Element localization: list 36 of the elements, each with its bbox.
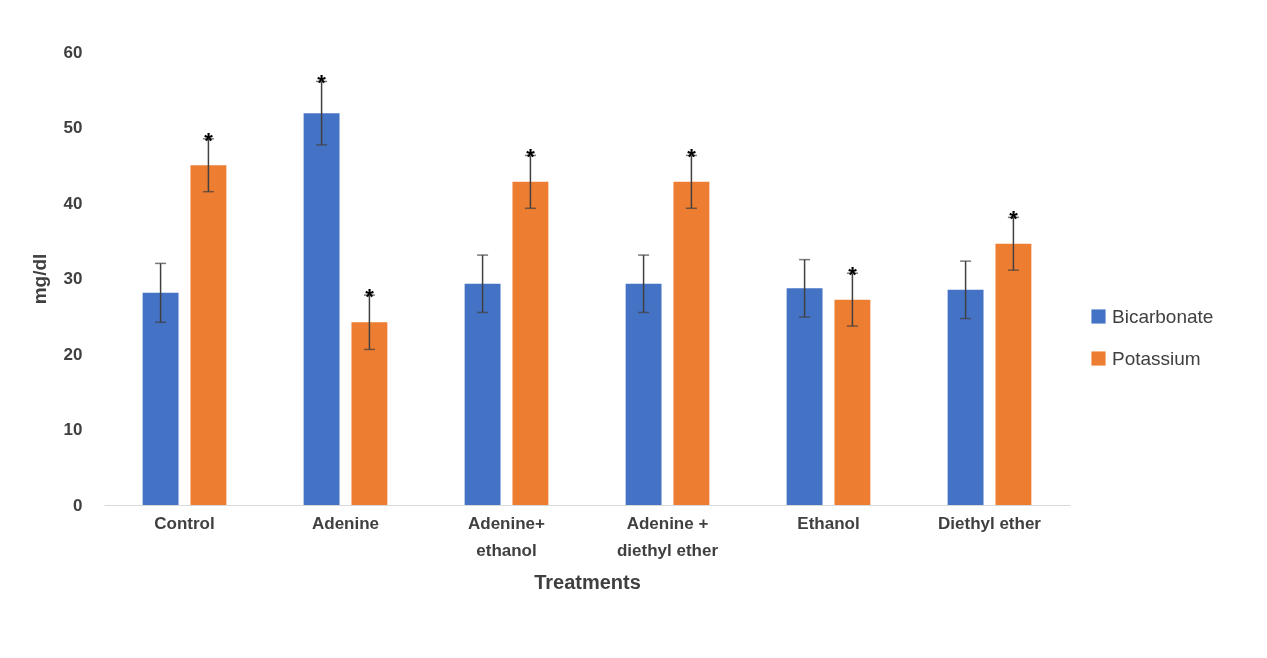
x-tick-label: Ethanol [797, 513, 860, 533]
data-label: * [1009, 206, 1019, 232]
x-axis-title: Treatments [534, 570, 641, 593]
bar [673, 181, 710, 505]
legend-label: Bicarbonate [1112, 305, 1214, 327]
data-label: * [317, 70, 327, 96]
bar [351, 322, 388, 505]
bar [142, 292, 179, 505]
y-tick-label: 60 [63, 42, 83, 62]
bar [625, 283, 662, 505]
y-tick-label: 10 [63, 420, 83, 439]
legend-label: Potassium [1112, 347, 1201, 369]
y-tick-label: 0 [73, 495, 83, 515]
data-label: * [204, 127, 214, 153]
x-tick-label: Adenine [311, 513, 380, 533]
bar [947, 289, 984, 505]
data-label: * [687, 144, 697, 170]
x-tick-label: Control [154, 513, 215, 533]
x-tick-label: Diethyl ether [938, 513, 1042, 533]
bar [786, 288, 823, 505]
data-label: * [365, 284, 375, 310]
y-tick-label: 20 [63, 344, 83, 364]
data-label: * [526, 144, 536, 170]
data-label: * [848, 262, 858, 288]
x-tick-label: Adenine+ ethanol [468, 513, 546, 560]
bar [303, 113, 340, 505]
bar [834, 299, 871, 505]
y-tick-label: 30 [63, 269, 83, 288]
y-tick-label: 50 [63, 118, 83, 137]
y-tick-label: 40 [63, 193, 83, 213]
bar [512, 181, 549, 505]
bar [190, 165, 227, 505]
bar [995, 243, 1032, 505]
x-tick-label: Adenine + diethyl ether [616, 513, 719, 560]
bar [464, 283, 501, 505]
y-axis-title: mg/dl [28, 253, 50, 305]
